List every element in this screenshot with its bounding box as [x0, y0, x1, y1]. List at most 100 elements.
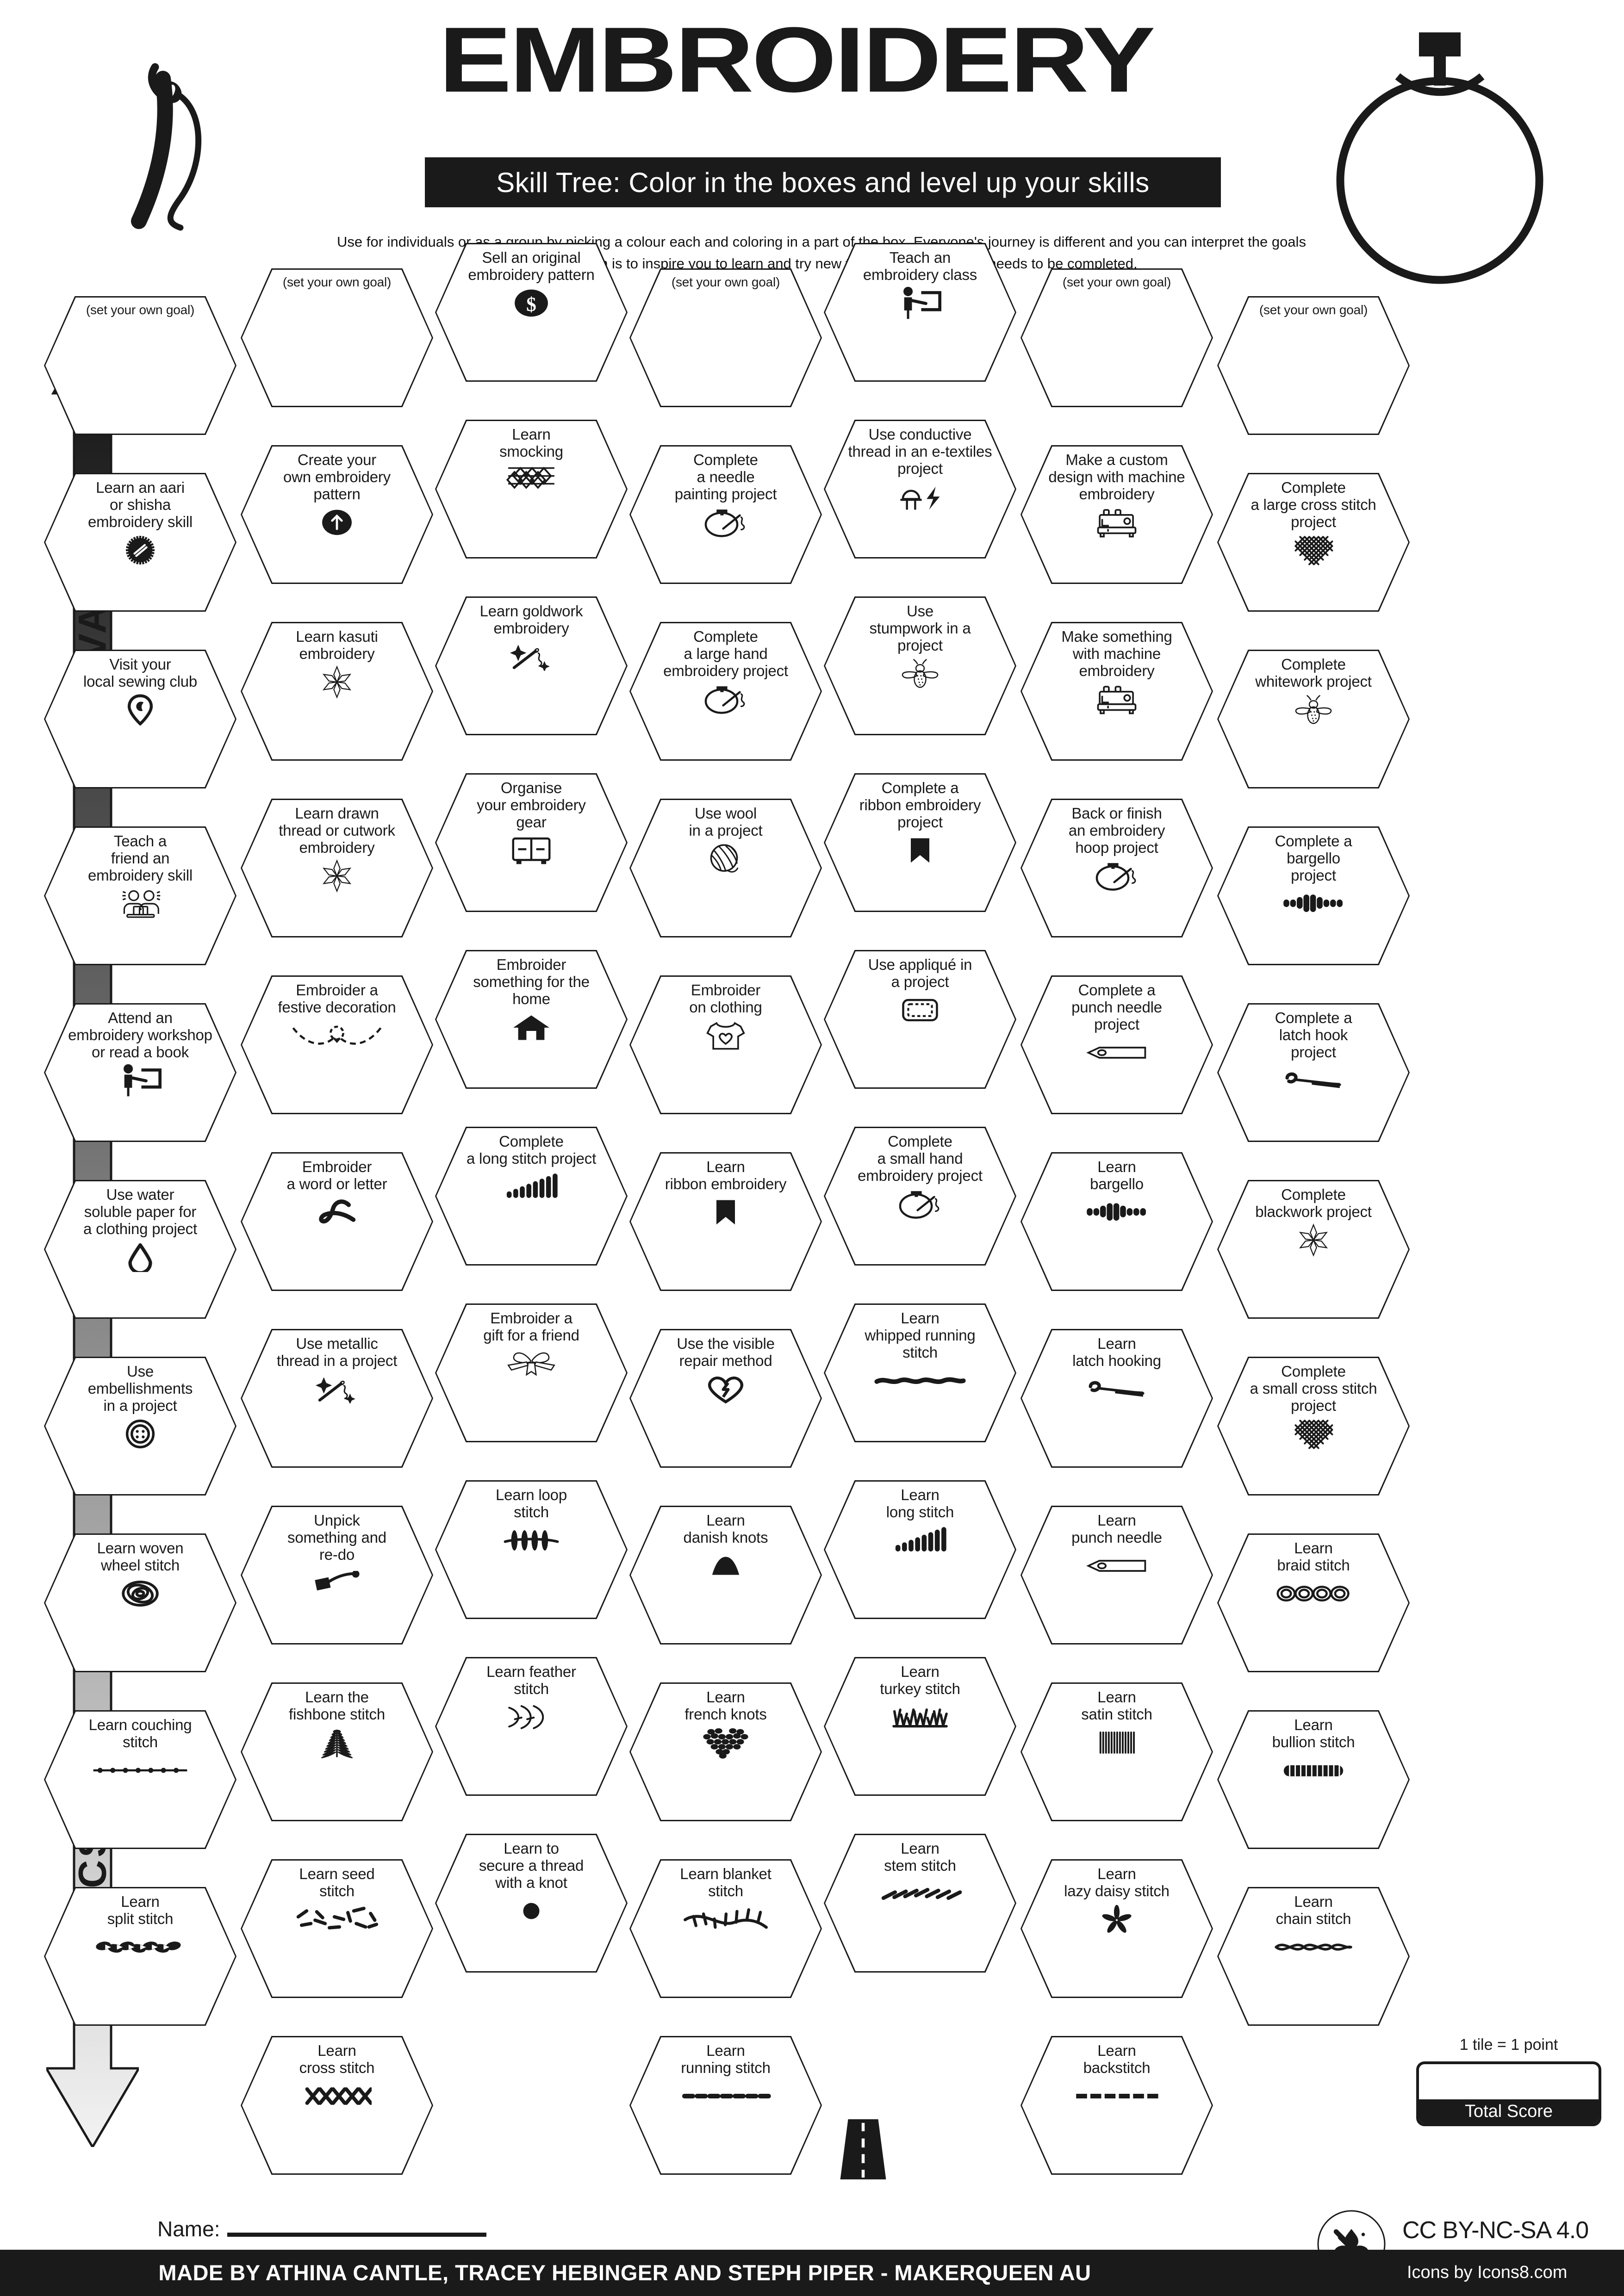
skill-tile[interactable]: Learn satin stitch	[1020, 1682, 1213, 1821]
skill-tile[interactable]: Learn whipped running stitch	[824, 1303, 1016, 1442]
skill-tile[interactable]: Learn kasuti embroidery	[241, 622, 433, 761]
skill-tile[interactable]: Complete a latch hook project	[1217, 1003, 1410, 1142]
hexagon-fill	[242, 270, 432, 406]
skill-tile[interactable]: Create your own embroidery pattern	[241, 445, 433, 584]
name-field-row[interactable]: Name:	[157, 2216, 487, 2241]
skill-tile[interactable]: Learn woven wheel stitch	[44, 1533, 236, 1672]
tile-content: Learn woven wheel stitch	[62, 1539, 219, 1669]
skill-tile[interactable]: (set your own goal)	[241, 268, 433, 407]
skill-tile-label: Unpick something and re-do	[287, 1512, 386, 1563]
tile-content: (set your own goal)	[647, 275, 804, 403]
skill-tile[interactable]: Embroider a festive decoration	[241, 975, 433, 1114]
skill-tile[interactable]: (set your own goal)	[44, 296, 236, 435]
skill-tile[interactable]: Organise your embroidery gear	[435, 773, 628, 912]
skill-tile[interactable]: Learn chain stitch	[1217, 1887, 1410, 2026]
skill-tile[interactable]: Learn the fishbone stitch	[241, 1682, 433, 1821]
hexagon-fill	[825, 244, 1015, 380]
skill-tile[interactable]: Use metallic thread in a project	[241, 1329, 433, 1468]
skill-tile[interactable]: Complete a small hand embroidery project	[824, 1127, 1016, 1266]
skill-tile[interactable]: Learn french knots	[629, 1682, 822, 1821]
skill-tile[interactable]: Learn long stitch	[824, 1480, 1016, 1619]
sewing-machine-icon	[1038, 683, 1195, 716]
hexagon-fill	[1022, 1154, 1212, 1290]
skill-tile[interactable]: Make a custom design with machine embroi…	[1020, 445, 1213, 584]
total-score-box[interactable]: Total Score	[1416, 2061, 1601, 2126]
ribbon-bookmark-icon	[841, 834, 999, 867]
skill-tile[interactable]: Learn split stitch	[44, 1887, 236, 2026]
skill-tile[interactable]: Use the visible repair method	[629, 1329, 822, 1468]
skill-tile[interactable]: Learn cross stitch	[241, 2036, 433, 2175]
skill-tile-label: Use appliqué in a project	[868, 956, 972, 990]
skill-tile[interactable]: Complete a needle painting project	[629, 445, 822, 584]
skill-tile-label: Use stumpwork in a project	[869, 602, 971, 654]
skill-tile[interactable]: Complete a bargello project	[1217, 826, 1410, 965]
skill-tile[interactable]: Embroider a gift for a friend	[435, 1303, 628, 1442]
hexagon-fill	[1219, 1712, 1408, 1848]
skill-tile[interactable]: Learn running stitch	[629, 2036, 822, 2175]
skill-tile[interactable]: Complete a ribbon embroidery project	[824, 773, 1016, 912]
skill-tile[interactable]: Complete whitework project	[1217, 650, 1410, 788]
skill-tile[interactable]: Learn stem stitch	[824, 1834, 1016, 1973]
skill-tile[interactable]: Teach a friend an embroidery skill	[44, 826, 236, 965]
embroidery-hoop-illustration	[1336, 32, 1543, 284]
skill-tile-label: Complete a large hand embroidery project	[663, 628, 788, 679]
skill-tile[interactable]: Learn to secure a thread with a knot	[435, 1834, 628, 1973]
seam-ripper-icon	[258, 1566, 416, 1600]
skill-tile[interactable]: Learn blanket stitch	[629, 1859, 822, 1998]
skill-tile[interactable]: Use stumpwork in a project	[824, 596, 1016, 735]
skill-tile[interactable]: Use embellishments in a project	[44, 1357, 236, 1496]
skill-tile-label: Embroider on clothing	[689, 981, 762, 1016]
hexagon-fill	[825, 598, 1015, 734]
skill-tile[interactable]: (set your own goal)	[629, 268, 822, 407]
skill-tile[interactable]: Learn loop stitch	[435, 1480, 628, 1619]
skill-tile[interactable]: Learn couching stitch	[44, 1710, 236, 1849]
skill-tile[interactable]: Learn goldwork embroidery	[435, 596, 628, 735]
skill-tile[interactable]: Learn smocking	[435, 420, 628, 558]
skill-tile[interactable]: Complete a large cross stitch project	[1217, 473, 1410, 612]
skill-tile[interactable]: Teach an embroidery class	[824, 243, 1016, 382]
skill-tile[interactable]: Learn turkey stitch	[824, 1657, 1016, 1796]
skill-tile[interactable]: Learn latch hooking	[1020, 1329, 1213, 1468]
skill-tile[interactable]: Use water soluble paper for a clothing p…	[44, 1180, 236, 1319]
skill-tile[interactable]: Use conductive thread in an e-textiles p…	[824, 420, 1016, 558]
skill-tile[interactable]: Unpick something and re-do	[241, 1506, 433, 1644]
skill-tile[interactable]: Attend an embroidery workshop or read a …	[44, 1003, 236, 1142]
skill-tile[interactable]: Learn braid stitch	[1217, 1533, 1410, 1672]
hexagon-fill	[436, 1482, 626, 1618]
skill-tile[interactable]: Learn seed stitch	[241, 1859, 433, 1998]
tile-content: Complete a bargello project	[1235, 832, 1392, 962]
skill-tile[interactable]: Sell an original embroidery pattern $	[435, 243, 628, 382]
skill-tile[interactable]: Learn feather stitch	[435, 1657, 628, 1796]
skill-tile[interactable]: Complete a small cross stitch project	[1217, 1357, 1410, 1496]
skill-tile[interactable]: Learn lazy daisy stitch	[1020, 1859, 1213, 1998]
skill-tile[interactable]: Back or finish an embroidery hoop projec…	[1020, 799, 1213, 937]
skill-tile[interactable]: Embroider something for the home	[435, 950, 628, 1089]
skill-tile[interactable]: Learn punch needle	[1020, 1506, 1213, 1644]
skill-tile[interactable]: Complete a long stitch project	[435, 1127, 628, 1266]
skill-tile[interactable]: (set your own goal)	[1020, 268, 1213, 407]
skill-tile[interactable]: Complete a large hand embroidery project	[629, 622, 822, 761]
skill-tile[interactable]: Complete a punch needle project	[1020, 975, 1213, 1114]
skill-tile[interactable]: Learn bargello	[1020, 1152, 1213, 1291]
skill-tile[interactable]: Learn an aari or shisha embroidery skill	[44, 473, 236, 612]
skill-tile[interactable]: Embroider on clothing	[629, 975, 822, 1114]
presenter-icon	[841, 286, 999, 320]
skill-tile[interactable]: Learn drawn thread or cutwork embroidery	[241, 799, 433, 937]
tile-content: Learn punch needle	[1038, 1512, 1195, 1641]
skill-tile-label: (set your own goal)	[282, 275, 392, 289]
skill-tile[interactable]: Learn ribbon embroidery	[629, 1152, 822, 1291]
skill-tile[interactable]: Use appliqué in a project	[824, 950, 1016, 1089]
skill-tile[interactable]: Learn backstitch	[1020, 2036, 1213, 2175]
name-input-line[interactable]	[227, 2233, 487, 2237]
skill-tile[interactable]: Make something with machine embroidery	[1020, 622, 1213, 761]
skill-tile[interactable]: Embroider a word or letter	[241, 1152, 433, 1291]
skill-tile[interactable]: (set your own goal)	[1217, 296, 1410, 435]
hexagon-fill	[242, 2037, 432, 2173]
skill-tile[interactable]: Complete blackwork project	[1217, 1180, 1410, 1319]
tile-content: Learn long stitch	[841, 1486, 999, 1615]
skill-tile[interactable]: Visit your local sewing club	[44, 650, 236, 788]
skill-tile[interactable]: Use wool in a project	[629, 799, 822, 937]
hexagon-fill	[436, 598, 626, 734]
skill-tile[interactable]: Learn bullion stitch	[1217, 1710, 1410, 1849]
skill-tile[interactable]: Learn danish knots	[629, 1506, 822, 1644]
